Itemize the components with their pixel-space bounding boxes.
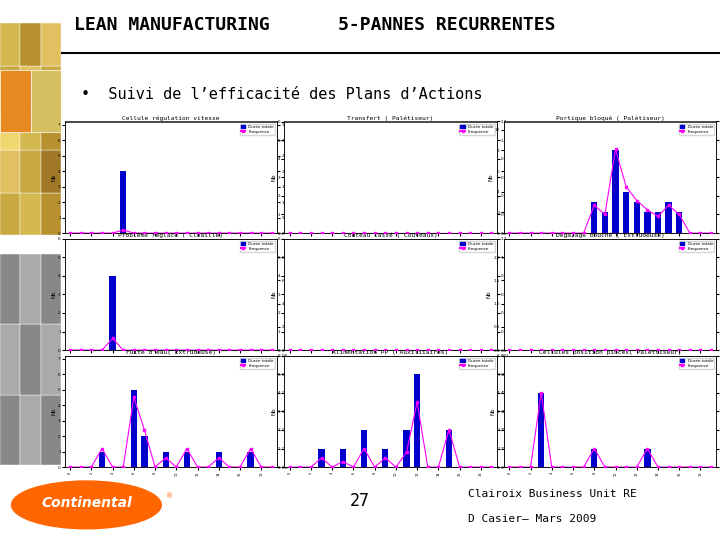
Bar — [414, 374, 420, 467]
Bar — [20, 150, 41, 193]
Text: D Casier– Mars 2009: D Casier– Mars 2009 — [468, 514, 596, 524]
Bar — [130, 389, 137, 467]
Bar — [20, 66, 41, 108]
Bar — [602, 212, 608, 233]
Title: Cellule régulation vitesse: Cellule régulation vitesse — [122, 116, 220, 121]
Bar — [446, 430, 452, 467]
Bar — [20, 324, 41, 395]
Bar — [0, 193, 20, 235]
Bar — [0, 108, 20, 150]
Text: 27: 27 — [350, 492, 370, 510]
Y-axis label: Nb: Nb — [52, 291, 57, 298]
Bar — [20, 193, 41, 235]
Bar — [0, 66, 20, 108]
Bar — [0, 150, 20, 193]
Y-axis label: Nb: Nb — [52, 173, 57, 181]
Y-axis label: min: min — [289, 406, 294, 416]
Bar — [538, 393, 544, 467]
Legend: Durée totale, Frequence: Durée totale, Frequence — [679, 124, 714, 135]
Legend: Durée totale, Frequence: Durée totale, Frequence — [240, 124, 275, 135]
Title: Fuite d’eau( Extrudeuse): Fuite d’eau( Extrudeuse) — [126, 350, 216, 355]
Title: Transfert ( Palétiseur): Transfert ( Palétiseur) — [348, 116, 433, 121]
Title: Problème réglace ( Cleaille): Problème réglace ( Cleaille) — [119, 233, 223, 238]
Bar — [109, 276, 116, 350]
Bar — [41, 108, 61, 150]
Bar — [20, 23, 41, 66]
Legend: Durée totale, Frequence: Durée totale, Frequence — [679, 241, 714, 252]
Title: Alimentation PP ( Auxiliiaires): Alimentation PP ( Auxiliiaires) — [333, 350, 449, 355]
Bar — [0, 71, 30, 132]
Bar — [41, 66, 61, 108]
Legend: Durée totale, Frequence: Durée totale, Frequence — [240, 357, 275, 369]
Y-axis label: Nb: Nb — [52, 408, 57, 415]
Title: Dégazage bouché ( Extrudeuse): Dégazage bouché ( Extrudeuse) — [556, 233, 665, 238]
Bar — [41, 23, 61, 66]
Bar — [403, 430, 410, 467]
Bar — [340, 449, 346, 467]
Bar — [215, 451, 222, 467]
Bar — [141, 436, 148, 467]
Bar — [0, 23, 20, 66]
Bar — [676, 212, 683, 233]
Bar — [644, 449, 651, 467]
Bar — [41, 150, 61, 193]
Bar — [41, 395, 61, 465]
Bar — [591, 449, 598, 467]
Title: Cellules position pinces( Palettiseur): Cellules position pinces( Palettiseur) — [539, 350, 681, 355]
Bar — [318, 449, 325, 467]
Y-axis label: Nb: Nb — [488, 173, 493, 181]
Bar — [20, 254, 41, 324]
Text: Continental: Continental — [41, 496, 132, 510]
Bar — [644, 212, 651, 233]
Y-axis label: Nb: Nb — [271, 173, 276, 181]
Text: ®: ® — [166, 494, 173, 500]
Y-axis label: Nb: Nb — [491, 408, 496, 415]
Y-axis label: min: min — [509, 289, 514, 300]
Bar — [20, 108, 41, 150]
Y-axis label: Nb: Nb — [487, 291, 492, 298]
Y-axis label: Nb: Nb — [271, 408, 276, 415]
Y-axis label: min: min — [285, 289, 290, 300]
Bar — [248, 451, 254, 467]
Text: Clairoix Business Unit RE: Clairoix Business Unit RE — [468, 489, 636, 500]
Bar — [612, 151, 618, 233]
Y-axis label: min: min — [510, 406, 516, 416]
Y-axis label: min: min — [288, 172, 293, 183]
Y-axis label: Nb: Nb — [271, 291, 276, 298]
Bar — [382, 449, 389, 467]
Bar — [184, 451, 190, 467]
Title: Couteau cassé ( Couteaux): Couteau cassé ( Couteaux) — [343, 233, 438, 238]
Bar — [41, 324, 61, 395]
Text: LEAN MANUFACTURING: LEAN MANUFACTURING — [74, 16, 270, 33]
Legend: Durée totale, Frequence: Durée totale, Frequence — [459, 124, 495, 135]
Legend: Durée totale, Frequence: Durée totale, Frequence — [240, 241, 275, 252]
Bar — [623, 192, 629, 233]
Bar — [634, 202, 640, 233]
Bar — [361, 430, 367, 467]
Y-axis label: min: min — [509, 172, 514, 183]
Ellipse shape — [11, 481, 162, 529]
Bar — [654, 212, 661, 233]
Bar — [591, 202, 598, 233]
Bar — [0, 254, 20, 324]
Legend: Durée totale, Frequence: Durée totale, Frequence — [459, 357, 495, 369]
Bar — [99, 451, 105, 467]
Bar — [41, 254, 61, 324]
Bar — [120, 171, 127, 233]
Legend: Durée totale, Frequence: Durée totale, Frequence — [459, 241, 495, 252]
Bar — [163, 451, 169, 467]
Bar — [41, 193, 61, 235]
Legend: Durée totale, Frequence: Durée totale, Frequence — [679, 357, 714, 369]
Bar — [0, 324, 20, 395]
Text: •  Suivi de l’efficacité des Plans d’Actions: • Suivi de l’efficacité des Plans d’Acti… — [81, 87, 482, 102]
Bar — [665, 202, 672, 233]
Bar — [20, 395, 41, 465]
Bar — [0, 395, 20, 465]
Bar — [30, 71, 61, 132]
Text: 5-PANNES RECURRENTES: 5-PANNES RECURRENTES — [338, 16, 555, 33]
Title: Portique bloqué ( Palétiseur): Portique bloqué ( Palétiseur) — [556, 116, 665, 121]
